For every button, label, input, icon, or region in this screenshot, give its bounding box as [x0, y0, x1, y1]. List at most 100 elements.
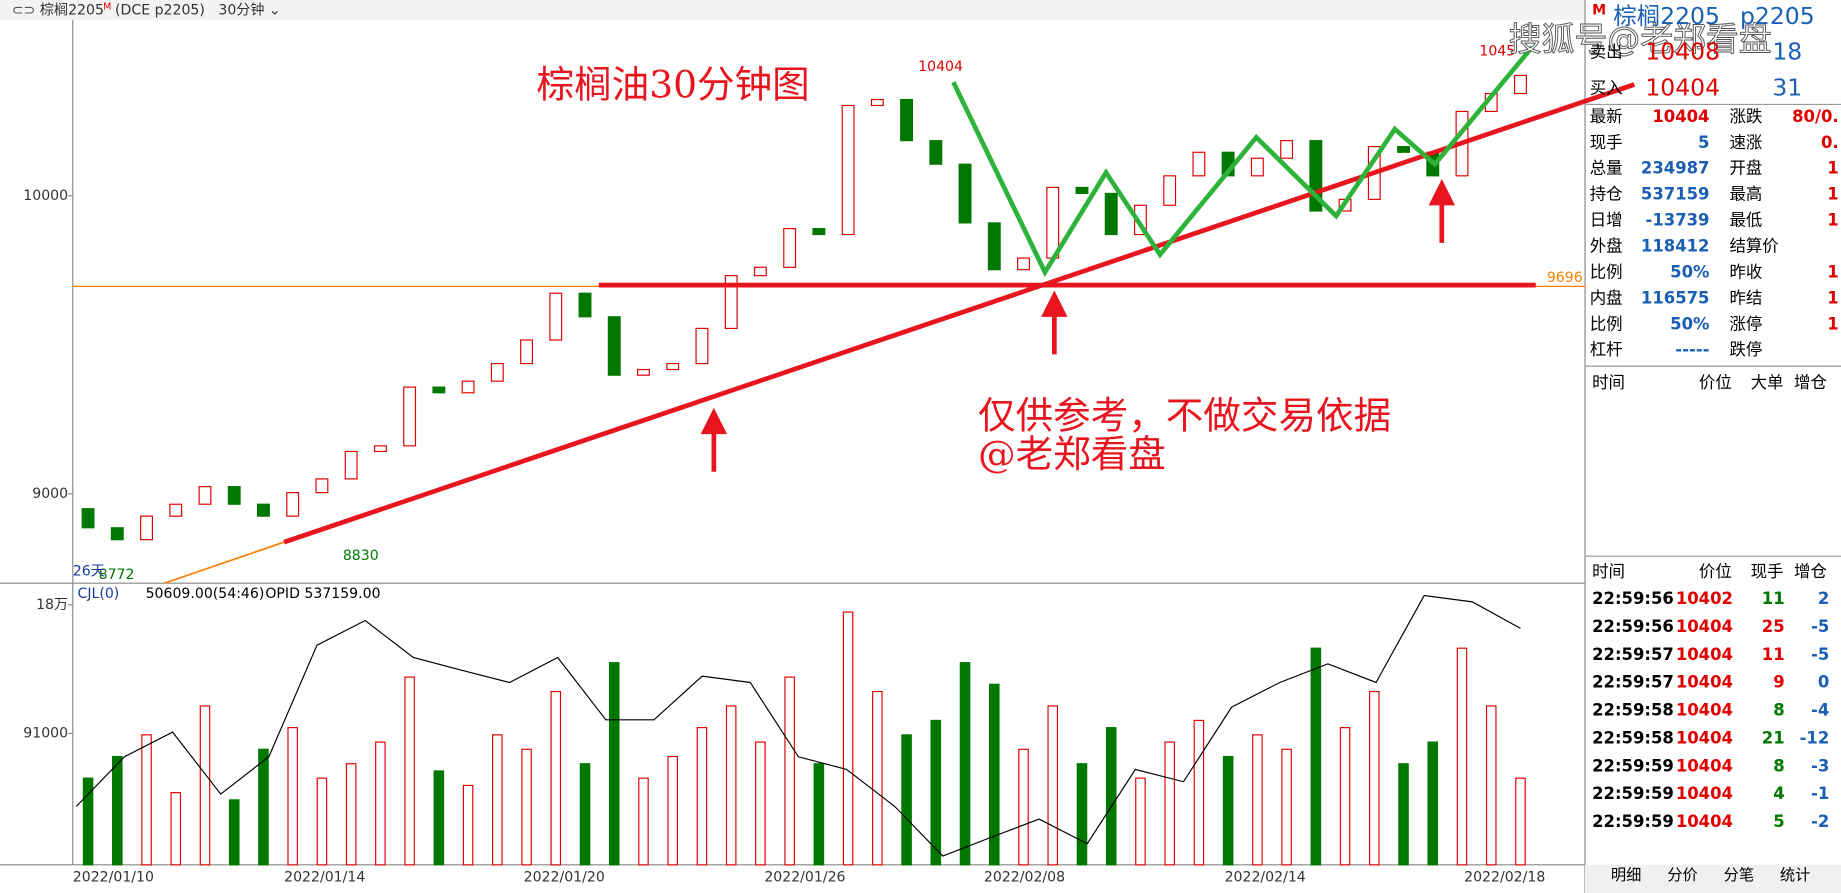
stat-label: 比例: [1590, 314, 1623, 333]
volume-bar: [988, 683, 1000, 866]
stat-label: 现手: [1590, 133, 1623, 152]
symbol-flag: M: [103, 2, 111, 13]
candle: [549, 292, 563, 341]
volume-bar: [638, 777, 649, 866]
candle: [607, 316, 621, 376]
stat-value: 1: [1827, 159, 1838, 178]
trade-oi: -1: [1811, 784, 1829, 803]
toolbar: [0, 0, 1586, 20]
x-tick-label: 2022/01/10: [73, 870, 154, 886]
level-label: 9696: [1547, 270, 1583, 286]
note: 仅供参考，不做交易依据: [978, 393, 1391, 437]
candle: [637, 368, 650, 376]
stat-label: 外盘: [1590, 237, 1623, 256]
volume-bar: [696, 727, 708, 866]
candle: [1514, 74, 1527, 95]
volume-bar: [345, 763, 357, 866]
stat-label: 涨跌: [1729, 107, 1762, 126]
y-tick-label: 9000: [32, 486, 68, 502]
table-header: 价位: [1699, 562, 1732, 581]
stat-label: 总量: [1590, 159, 1623, 178]
candle: [1280, 140, 1294, 159]
candle: [1017, 257, 1030, 271]
candle: [870, 98, 884, 107]
volume-bar: [1310, 647, 1322, 866]
price-annotation: 26天: [73, 563, 105, 579]
volume-bar: [842, 611, 854, 866]
stat-value: 80/0.: [1792, 107, 1839, 126]
volume-bar: [228, 799, 240, 866]
quote-code: p2205: [1740, 2, 1815, 30]
order-label: 卖出: [1590, 42, 1623, 61]
tab[interactable]: 分价: [1667, 866, 1698, 884]
x-tick-label: 2022/01/20: [524, 870, 605, 886]
trade-price: 10404: [1676, 673, 1733, 692]
stat-value: 50%: [1670, 262, 1709, 281]
candle: [1309, 140, 1323, 212]
candle: [695, 327, 709, 365]
volume-bar: [1485, 705, 1497, 866]
candle: [169, 503, 183, 517]
tab[interactable]: 统计: [1780, 866, 1811, 884]
volume-bar: [755, 741, 766, 866]
volume-bar: [930, 719, 942, 866]
volume-bar: [141, 734, 152, 866]
stat-value: -----: [1675, 340, 1709, 359]
volume-bar: [1018, 748, 1029, 866]
y-tick-label: 91000: [23, 725, 68, 741]
volume-bar: [1515, 777, 1526, 866]
volume-bar: [433, 770, 445, 866]
candle: [841, 104, 855, 236]
tab[interactable]: 明细: [1611, 866, 1642, 884]
order-qty: 18: [1772, 37, 1802, 65]
stat-label: 昨结: [1729, 288, 1762, 307]
table-header: 增仓: [1794, 562, 1827, 581]
volume-bar: [1281, 748, 1292, 866]
trade-qty: 5: [1773, 812, 1784, 831]
stat-value: 116575: [1641, 288, 1710, 307]
stat-value: 1: [1827, 288, 1838, 307]
stat-label: 最低: [1729, 211, 1762, 230]
volume-bar: [725, 705, 737, 866]
trade-price: 10402: [1676, 589, 1733, 608]
candle: [666, 362, 680, 371]
x-tick-label: 2022/02/18: [1464, 870, 1545, 886]
stat-value: 10404: [1652, 107, 1709, 126]
volume-bar: [1456, 647, 1468, 866]
trade-time: 22:59:57: [1592, 673, 1674, 692]
trade-qty: 25: [1762, 617, 1785, 636]
candle: [490, 362, 504, 382]
symbol[interactable]: 棕榈2205: [40, 3, 104, 19]
order-price: 10408: [1645, 37, 1720, 65]
quote-flag: M: [1592, 3, 1606, 19]
x-tick-label: 2022/02/08: [984, 870, 1065, 886]
period-dropdown[interactable]: ⌄: [269, 3, 281, 19]
candle: [1250, 157, 1264, 177]
stat-value: -13739: [1646, 211, 1710, 230]
trade-time: 22:59:59: [1592, 812, 1674, 831]
table-header: 增仓: [1794, 373, 1827, 392]
y-tick-label: 10000: [23, 188, 68, 204]
candle: [578, 292, 592, 318]
x-tick-label: 2022/01/26: [764, 870, 845, 886]
volume-bar: [199, 705, 211, 866]
trade-oi: -12: [1800, 728, 1830, 747]
volume-bar: [1222, 755, 1234, 866]
candle: [987, 222, 1001, 271]
candle: [900, 98, 914, 142]
stat-value: 0.: [1821, 133, 1839, 152]
trade-time: 22:59:56: [1592, 617, 1674, 636]
trade-price: 10404: [1676, 728, 1733, 747]
table-header: 现手: [1751, 562, 1784, 581]
volume-bar: [404, 676, 415, 866]
period[interactable]: 30分钟: [218, 2, 264, 19]
trade-oi: 2: [1818, 589, 1829, 608]
candle: [1046, 186, 1060, 259]
volume-bar: [521, 748, 532, 866]
volume-bar: [901, 734, 912, 866]
arrows: [700, 178, 1455, 472]
tab[interactable]: 分笔: [1724, 866, 1755, 884]
